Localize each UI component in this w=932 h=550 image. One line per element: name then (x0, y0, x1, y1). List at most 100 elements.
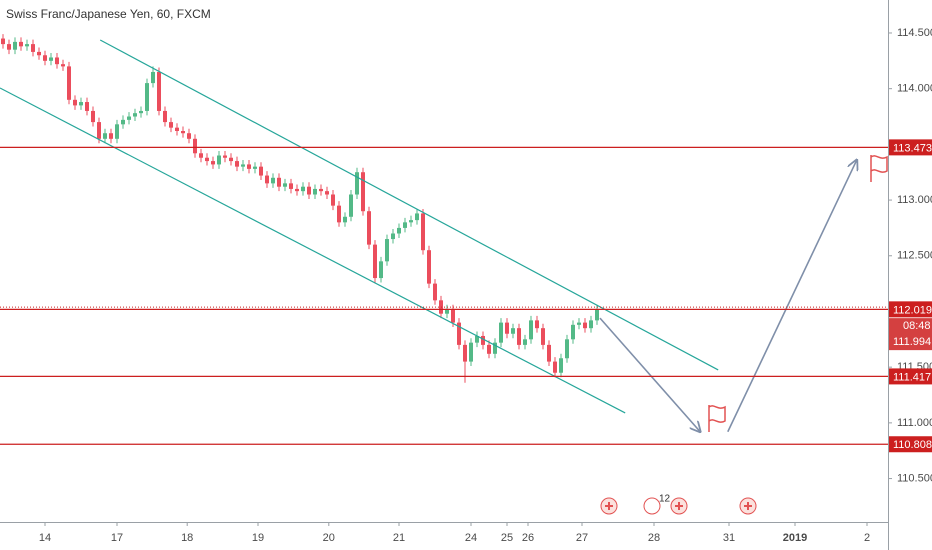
level-label-box (889, 301, 932, 318)
candle-body (523, 339, 527, 345)
x-tick-label: 19 (252, 532, 264, 544)
candle-body (583, 322, 587, 329)
event-icon (643, 497, 661, 515)
candle-body (283, 183, 287, 187)
event-badge: 12 (659, 494, 671, 505)
event-icons: 12 (600, 494, 757, 515)
level-label: 111.417 (893, 371, 931, 383)
candle-body (301, 186, 305, 192)
candle-body (445, 309, 449, 314)
candle-body (97, 122, 101, 139)
x-tick-label: 31 (723, 532, 735, 544)
trend-line (99, 39, 719, 371)
candle-body (175, 127, 179, 132)
candle-body (337, 205, 341, 223)
candle-body (109, 133, 113, 139)
candle-body (73, 99, 77, 106)
candle-body (169, 122, 173, 128)
candle-body (253, 166, 257, 169)
candle-body (19, 41, 23, 47)
candle-body (163, 110, 167, 123)
candle-body (295, 188, 299, 192)
candle-body (427, 250, 431, 284)
candle-body (199, 153, 203, 158)
last-price-box (889, 318, 932, 351)
candle-body (397, 227, 401, 234)
candle-body (457, 322, 461, 345)
candle-body (61, 64, 65, 67)
candle-body (475, 335, 479, 343)
candle-body (379, 261, 383, 279)
candle-body (13, 41, 17, 50)
candle-body (31, 44, 35, 52)
candle-body (367, 211, 371, 245)
x-tick-label: 14 (39, 532, 51, 544)
candle-body (37, 51, 41, 56)
y-tick-label: 110.500 (897, 472, 932, 484)
candle-body (325, 191, 329, 195)
candle-body (145, 83, 149, 111)
candle-body (343, 216, 347, 223)
candle-body (499, 322, 503, 343)
candle-body (373, 244, 377, 279)
candle-body (565, 339, 569, 359)
candle-body (139, 110, 143, 114)
level-label: 113.473 (893, 142, 932, 154)
flag-icon (708, 405, 726, 432)
candle-body (187, 133, 191, 139)
plot (1, 34, 599, 383)
candle-body (115, 124, 119, 139)
event-icon (675, 502, 683, 510)
candle-body (349, 194, 353, 217)
candle-body (577, 322, 581, 325)
candle-body (181, 131, 185, 134)
candle-body (415, 213, 419, 221)
candle-body (277, 177, 281, 187)
candle-body (409, 220, 413, 223)
candle-body (571, 324, 575, 340)
trend-line (0, 87, 626, 414)
level-label-box (889, 139, 932, 156)
level-label: 112.019 (893, 304, 932, 316)
x-tick-label: 28 (648, 532, 660, 544)
x-tick-label: 26 (522, 532, 534, 544)
last-price-label: 111.994 (893, 336, 931, 348)
candle-body (193, 138, 197, 154)
candle-body (361, 172, 365, 212)
candle-body (241, 164, 245, 167)
projection-arrow (727, 160, 857, 433)
x-tick-label: 17 (111, 532, 123, 544)
candle-body (265, 175, 269, 184)
candle-body (49, 57, 53, 61)
candle-body (313, 188, 317, 195)
candle-body (103, 133, 107, 139)
candle-body (127, 116, 131, 120)
candle-body (43, 55, 47, 61)
candle-body (517, 328, 521, 345)
y-tick-label: 114.000 (897, 83, 932, 95)
level-label: 110.808 (893, 439, 932, 451)
candle-body (547, 344, 551, 362)
candle-body (553, 361, 557, 373)
x-tick-label: 24 (465, 532, 477, 544)
candle-body (271, 177, 275, 184)
x-tick-label: 2 (864, 532, 870, 544)
candle-body (493, 342, 497, 354)
candle-body (589, 320, 593, 329)
projection-arrow (599, 317, 700, 432)
candle-body (289, 183, 293, 189)
candle-body (223, 155, 227, 158)
event-icon (605, 502, 613, 510)
candle-body (121, 119, 125, 125)
candle-body (451, 309, 455, 323)
candle-body (85, 102, 89, 111)
candle-body (91, 110, 95, 123)
candle-body (487, 344, 491, 354)
candle-body (403, 222, 407, 228)
candle-body (511, 328, 515, 334)
candle-body (595, 309, 599, 321)
level-label-box (889, 436, 932, 453)
candle-body (205, 157, 209, 162)
x-tick-label: 18 (181, 532, 193, 544)
